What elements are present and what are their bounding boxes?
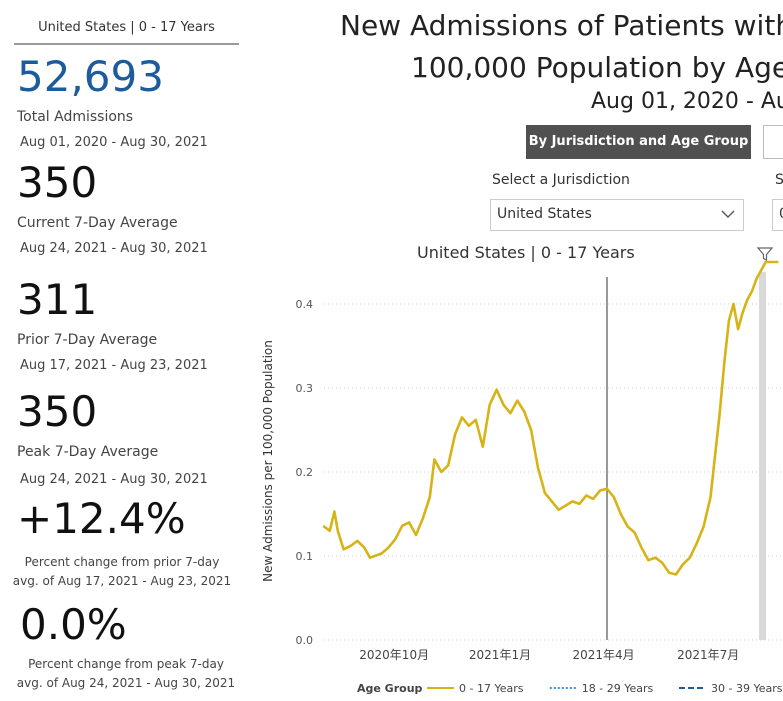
peak-avg-value: 350 — [17, 387, 98, 436]
jurisdiction-label: Select a Jurisdiction — [492, 172, 630, 188]
series-line-0-17-years — [322, 260, 779, 576]
x-tick-label: 2021年7月 — [677, 648, 739, 662]
current-avg-label: Current 7-Day Average — [17, 215, 178, 231]
current-avg-value: 350 — [17, 158, 98, 207]
y-tick-label: 0.3 — [296, 382, 314, 395]
second-filter-dropdown[interactable]: 0 — [772, 199, 783, 231]
total-admissions-range: Aug 01, 2020 - Aug 30, 2021 — [20, 135, 208, 150]
pct-change-peak-value: 0.0% — [20, 600, 127, 649]
chevron-down-icon — [721, 210, 735, 218]
legend-title: Age Group — [357, 682, 423, 695]
chart-title: United States | 0 - 17 Years — [417, 243, 635, 262]
x-tick-label: 2021年4月 — [572, 648, 634, 662]
pct-change-prior-line1: Percent change from prior 7-day — [24, 555, 220, 569]
legend-entry-label: 30 - 39 Years — [711, 682, 783, 695]
jurisdiction-dropdown-value: United States — [497, 206, 592, 222]
by-jurisdiction-age-button[interactable]: By Jurisdiction and Age Group — [526, 125, 751, 159]
legend-entry-label: 0 - 17 Years — [459, 682, 524, 695]
pct-change-peak-line2: avg. of Aug 24, 2021 - Aug 30, 2021 — [16, 676, 236, 690]
y-tick-label: 0.0 — [296, 634, 314, 647]
prior-avg-range: Aug 17, 2021 - Aug 23, 2021 — [20, 358, 208, 373]
total-admissions-value: 52,693 — [17, 52, 164, 101]
prior-avg-label: Prior 7-Day Average — [17, 332, 158, 348]
peak-avg-range: Aug 24, 2021 - Aug 30, 2021 — [20, 472, 208, 487]
pct-change-peak-note: Percent change from peak 7-day avg. of A… — [6, 655, 246, 693]
y-tick-label: 0.2 — [296, 466, 314, 479]
legend-entry-label: 18 - 29 Years — [582, 682, 654, 695]
prior-avg-value: 311 — [17, 275, 98, 324]
y-tick-label: 0.1 — [296, 550, 314, 563]
date-range-subtitle: Aug 01, 2020 - Au — [591, 89, 783, 114]
recent-week-band — [759, 272, 766, 640]
jurisdiction-dropdown[interactable]: United States — [490, 199, 744, 231]
pct-change-prior-line2: avg. of Aug 17, 2021 - Aug 23, 2021 — [12, 574, 232, 588]
pct-change-prior-value: +12.4% — [17, 494, 186, 543]
kpi-location-tab[interactable]: United States | 0 - 17 Years — [14, 13, 239, 45]
pct-change-peak-line1: Percent change from peak 7-day — [28, 657, 224, 671]
peak-avg-label: Peak 7-Day Average — [17, 444, 159, 460]
x-tick-label: 2020年10月 — [359, 648, 429, 662]
filter-icon[interactable] — [757, 246, 773, 262]
y-tick-label: 0.4 — [296, 298, 314, 311]
page-title-line2: 100,000 Population by Age — [411, 51, 783, 84]
second-filter-value: 0 — [779, 206, 783, 222]
total-admissions-label: Total Admissions — [17, 109, 134, 125]
pct-change-prior-note: Percent change from prior 7-day avg. of … — [2, 553, 242, 591]
second-filter-label: S — [775, 172, 783, 188]
x-tick-label: 2021年1月 — [469, 648, 531, 662]
current-avg-range: Aug 24, 2021 - Aug 30, 2021 — [20, 241, 208, 256]
alternate-view-button[interactable] — [763, 125, 783, 159]
page-title-line1: New Admissions of Patients with — [340, 9, 783, 42]
y-axis-label: New Admissions per 100,000 Population — [261, 340, 275, 582]
